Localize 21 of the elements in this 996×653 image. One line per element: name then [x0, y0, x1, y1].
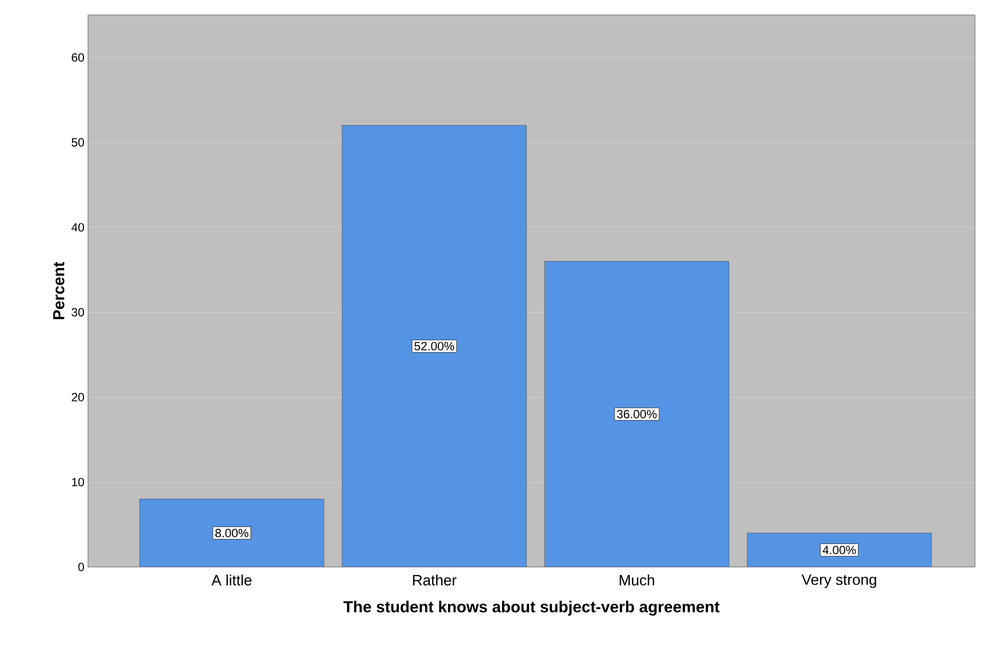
y-tick-label: 10 [72, 478, 84, 486]
x-tick-label: Very strong [802, 574, 876, 588]
x-tick-label: A little [211, 574, 252, 586]
bar [544, 261, 730, 567]
y-tick-label: 40 [71, 223, 84, 232]
x-tick-label: Much [620, 574, 654, 586]
bar [746, 532, 932, 567]
y-tick-label: 50 [72, 138, 84, 147]
data-label: 52.00% [414, 342, 454, 350]
y-tick-label: 60 [72, 53, 84, 62]
bar [342, 125, 527, 567]
x-tick-label: Rather [413, 574, 456, 586]
y-tick-label: 20 [72, 392, 84, 402]
data-label: 4.00% [822, 546, 856, 554]
data-label: 36.00% [617, 410, 657, 418]
x-axis-title: The student knows about subject-verb agreement [343, 600, 720, 616]
y-tick-label: 30 [72, 308, 84, 316]
data-label: 8.00% [215, 528, 248, 538]
bar [139, 498, 324, 567]
y-tick-label: 0 [78, 562, 84, 572]
y-axis-title: Percent [53, 262, 64, 320]
